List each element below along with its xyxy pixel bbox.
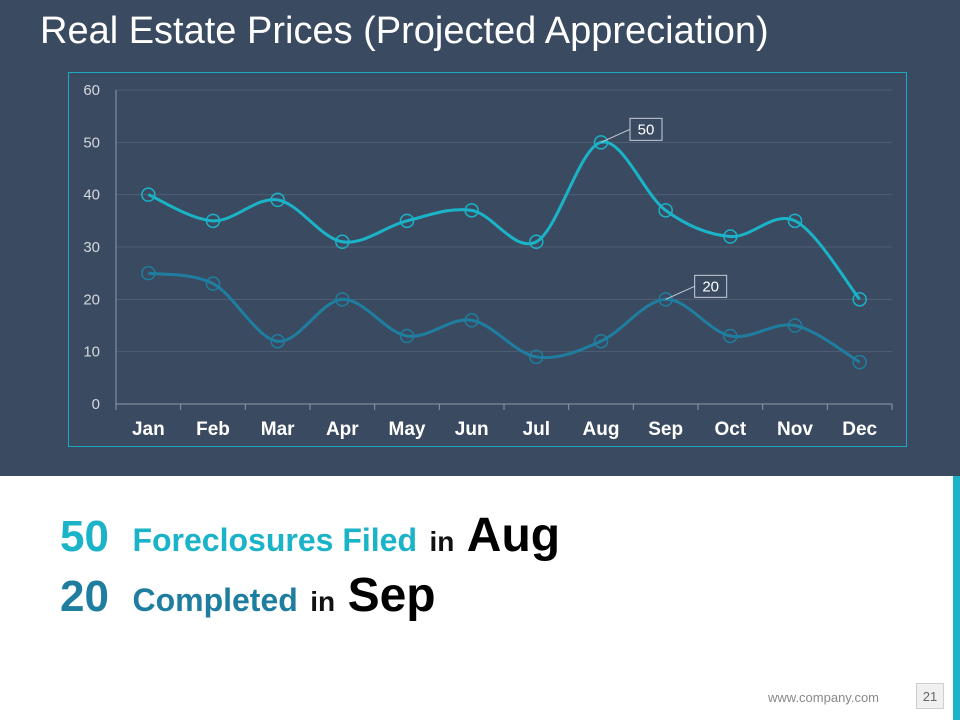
y-tick-label: 0 (92, 396, 100, 413)
data-point (205, 276, 221, 291)
y-tick-label: 10 (83, 344, 100, 361)
data-point (464, 313, 479, 328)
stat-connector: in (310, 586, 336, 617)
x-tick-label: Jul (523, 419, 550, 440)
x-tick-label: Jan (132, 419, 165, 440)
stat-number: 20 (60, 572, 109, 621)
stat-completed: 20 Completed in Sep (60, 568, 436, 623)
series-line (148, 271, 861, 364)
chart-panel: Real Estate Prices (Projected Appreciati… (0, 0, 960, 476)
data-point (658, 203, 673, 218)
x-tick-label: Oct (714, 419, 746, 440)
data-point (335, 292, 350, 307)
data-point (723, 229, 738, 244)
stat-description: Completed (132, 582, 298, 618)
data-point (464, 203, 479, 218)
data-point (723, 328, 738, 344)
data-point (787, 213, 803, 229)
data-point (593, 333, 609, 349)
data-point (399, 213, 415, 229)
data-point (852, 292, 867, 307)
line-chart: 0 10 20 30 40 50 60 Jan Feb Mar Apr May Jun Jul Aug Sep… (83, 82, 893, 440)
stat-month: Sep (347, 569, 436, 622)
chart-frame: 0 10 20 30 40 50 60 Jan Feb Mar Apr May Jun Jul Aug Sep… (68, 72, 907, 447)
data-label: 20 (702, 278, 719, 295)
accent-strip (953, 476, 960, 720)
callout-box (629, 117, 663, 141)
callout-box (694, 274, 728, 298)
stat-number: 50 (60, 512, 109, 561)
x-tick-label: May (389, 419, 426, 440)
x-tick-label: Feb (196, 419, 230, 440)
slide-title: Real Estate Prices (Projected Appreciati… (40, 10, 769, 52)
x-tick-label: Dec (842, 419, 877, 440)
stat-month: Aug (466, 509, 561, 562)
x-tick-label: Apr (326, 419, 359, 440)
data-point (205, 213, 221, 229)
data-point (270, 333, 285, 349)
stat-foreclosures: 50 Foreclosures Filed in Aug (60, 508, 560, 563)
callout-leader (665, 285, 695, 300)
data-point (141, 265, 156, 281)
data-label: 50 (638, 121, 655, 138)
data-point (141, 187, 156, 202)
x-tick-label: Sep (648, 419, 683, 440)
y-tick-label: 60 (83, 82, 100, 99)
y-tick-label: 20 (83, 291, 100, 308)
series-line (147, 140, 861, 301)
stat-description: Foreclosures Filed (132, 522, 417, 558)
data-point (529, 349, 544, 365)
data-point (593, 135, 609, 150)
x-tick-label: Mar (261, 419, 295, 440)
callout-leader (600, 128, 631, 143)
stat-connector: in (429, 526, 455, 557)
y-tick-label: 30 (83, 239, 100, 256)
x-tick-label: Nov (777, 419, 813, 440)
page-number: 21 (916, 683, 944, 709)
data-point (335, 234, 350, 250)
footer-url[interactable]: www.company.com (768, 690, 880, 705)
y-tick-label: 50 (83, 134, 100, 151)
x-tick-label: Jun (455, 419, 489, 440)
x-tick-label: Aug (583, 419, 620, 440)
data-point (270, 192, 285, 208)
data-point (658, 292, 673, 307)
data-point (852, 354, 867, 370)
data-point (399, 328, 415, 344)
y-tick-label: 40 (83, 187, 100, 204)
data-point (529, 234, 544, 250)
data-point (787, 318, 803, 333)
